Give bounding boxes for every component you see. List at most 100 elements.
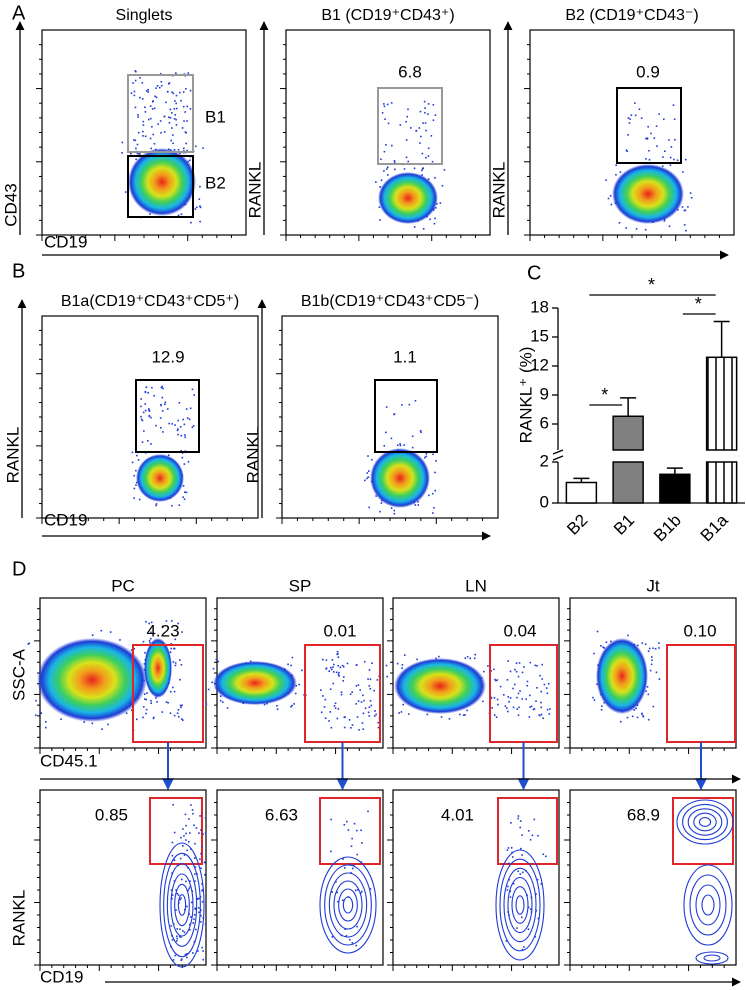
event	[149, 117, 152, 120]
event	[506, 707, 508, 709]
event	[291, 704, 293, 707]
event	[187, 460, 190, 463]
event	[168, 116, 170, 119]
event	[356, 925, 358, 928]
event	[333, 705, 336, 707]
event	[171, 872, 173, 874]
event	[150, 621, 153, 624]
density	[213, 661, 297, 705]
event	[219, 699, 222, 702]
event	[668, 139, 670, 141]
event	[148, 414, 151, 417]
event	[523, 946, 525, 948]
event	[160, 386, 163, 389]
event	[188, 832, 191, 834]
event	[402, 703, 405, 706]
contour	[695, 884, 721, 926]
event	[647, 650, 650, 652]
event	[185, 87, 187, 90]
event	[194, 873, 196, 875]
event	[147, 118, 150, 121]
event	[536, 687, 538, 689]
event	[648, 158, 651, 161]
event	[368, 506, 370, 509]
event	[409, 127, 412, 129]
event	[135, 158, 137, 161]
event	[204, 817, 207, 819]
event	[508, 862, 510, 865]
event	[387, 122, 390, 125]
event	[658, 647, 660, 649]
event	[405, 120, 407, 123]
event	[175, 107, 178, 110]
event	[186, 120, 188, 122]
event	[507, 696, 510, 698]
event	[530, 705, 533, 708]
gate	[672, 797, 734, 865]
y-axis-label: RANKL	[3, 427, 22, 484]
x-axis-label: CD19	[40, 967, 83, 986]
event	[159, 120, 162, 122]
event	[147, 91, 150, 93]
event	[186, 849, 188, 852]
event	[177, 428, 179, 430]
event	[427, 113, 429, 115]
event	[188, 818, 190, 820]
event	[448, 718, 451, 720]
event	[529, 661, 532, 664]
event	[186, 417, 189, 419]
event	[145, 90, 148, 92]
event	[685, 229, 687, 232]
event	[194, 866, 197, 868]
density	[128, 148, 196, 216]
event	[217, 660, 220, 663]
event	[509, 697, 512, 699]
event	[669, 156, 672, 159]
event	[138, 152, 140, 155]
event	[540, 706, 543, 709]
event	[174, 114, 177, 116]
event	[681, 206, 684, 208]
event	[422, 228, 425, 230]
event	[431, 512, 434, 514]
event	[179, 152, 181, 154]
event	[199, 815, 201, 817]
event	[391, 144, 393, 147]
event	[663, 220, 666, 222]
event	[676, 159, 679, 162]
contour	[163, 852, 201, 958]
event	[150, 631, 152, 634]
event	[377, 721, 379, 724]
event	[167, 90, 169, 93]
event	[144, 106, 146, 109]
event	[332, 666, 334, 668]
event	[200, 867, 202, 869]
panel-label: A	[12, 2, 26, 24]
event	[178, 935, 181, 938]
event	[544, 855, 547, 858]
density	[596, 638, 648, 714]
event	[40, 712, 43, 714]
event	[149, 137, 152, 140]
event	[540, 883, 543, 885]
event	[276, 708, 279, 710]
event	[653, 137, 656, 139]
event	[322, 695, 324, 697]
density	[144, 638, 172, 698]
event	[163, 115, 166, 118]
event	[374, 710, 376, 712]
event	[651, 659, 653, 662]
event	[466, 709, 468, 712]
event	[146, 692, 148, 694]
event	[542, 717, 545, 720]
event	[199, 858, 201, 861]
event	[355, 703, 358, 705]
event	[167, 701, 169, 704]
event	[202, 958, 205, 961]
event	[201, 889, 203, 892]
event	[155, 504, 157, 507]
bar	[612, 415, 644, 451]
event	[170, 889, 173, 891]
event	[527, 830, 530, 832]
event	[148, 410, 151, 412]
